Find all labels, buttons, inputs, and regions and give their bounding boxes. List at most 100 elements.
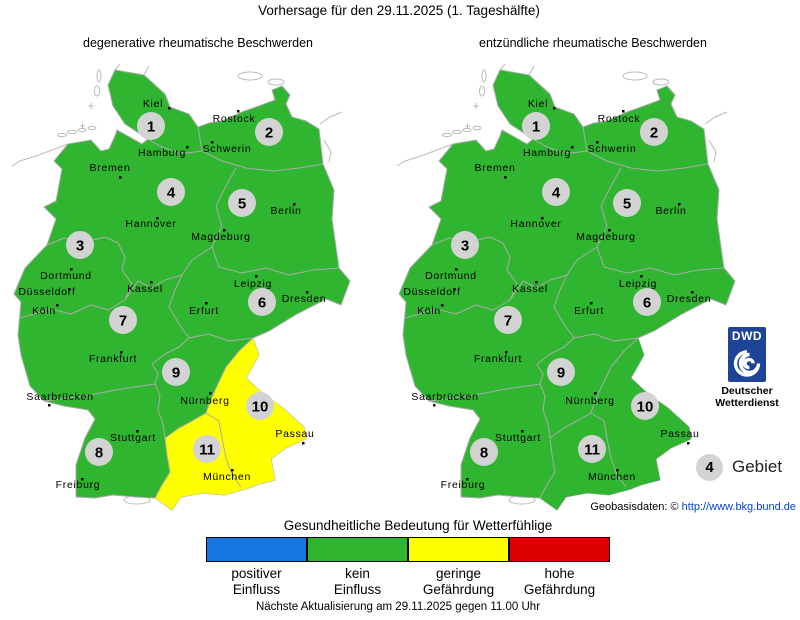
map-entzuendliche: Kiel Rostock Hamburg Schwerin Bremen Hannover…: [395, 62, 745, 514]
city-dot: [56, 304, 59, 307]
region-circle: [255, 118, 283, 146]
city-dot: [505, 351, 508, 354]
city-label: Düsseldorf: [18, 286, 75, 298]
map-subtitle-entzuendliche: entzündliche rheumatische Beschwerden: [479, 36, 707, 50]
region-number: 2: [650, 125, 658, 142]
city-label: Rostock: [213, 113, 256, 125]
region-circle: [522, 112, 550, 140]
city-label: Erfurt: [574, 305, 604, 317]
city-dot: [541, 217, 544, 220]
dwd-caption-line2: Wetterdienst: [715, 397, 779, 409]
legend-label: kein Einfluss: [333, 566, 382, 597]
dwd-logo-text: DWD: [731, 329, 763, 343]
city-label: Frankfurt: [474, 353, 522, 365]
legend-swatch-hohe-gefaehrdung: [509, 537, 610, 562]
dwd-caption-line1: Deutscher: [721, 385, 773, 397]
city-dot: [590, 302, 593, 305]
area-key-number: 4: [705, 459, 714, 476]
city-label: Bremen: [475, 162, 516, 174]
city-label: Kassel: [512, 283, 548, 295]
region-circle: [547, 358, 575, 386]
region-circle: [451, 231, 479, 259]
page-title: Vorhersage für den 29.11.2025 (1. Tagesh…: [258, 3, 540, 18]
city-dot: [640, 275, 643, 278]
legend-swatch-geringe-gefaehrdung: [408, 537, 509, 562]
city-label: Dortmund: [425, 270, 477, 282]
region-circle: [137, 112, 165, 140]
city-label: Freiburg: [56, 479, 101, 491]
city-label: Stuttgart: [495, 432, 541, 444]
city-dot: [231, 469, 234, 472]
attribution: Geobasisdaten: © http://www.bkg.bund.de: [590, 501, 796, 513]
city-dot: [553, 107, 556, 110]
city-dot: [616, 469, 619, 472]
city-dot: [205, 302, 208, 305]
germany-map-svg: Kiel Rostock Hamburg Schwerin Bremen Hannover…: [11, 63, 351, 511]
city-label: Dresden: [667, 293, 712, 305]
legend-labels: positiver Einfluss kein Einfluss geringe…: [206, 566, 610, 597]
city-label: Hannover: [125, 218, 176, 230]
dwd-logo: DWD: [728, 327, 766, 382]
bkg-link[interactable]: http://www.bkg.bund.de: [681, 501, 796, 513]
city-dot: [70, 268, 73, 271]
city-label: Kassel: [127, 283, 163, 295]
region-circle: [162, 358, 190, 386]
region-number: 8: [95, 445, 103, 462]
update-note: Nächste Aktualisierung am 29.11.2025 geg…: [255, 601, 541, 613]
region-number: 11: [584, 442, 600, 459]
city-dot: [433, 404, 436, 407]
region-number: 9: [172, 365, 180, 382]
city-label: Hamburg: [138, 147, 186, 159]
region-circle: [157, 178, 185, 206]
city-label: Hannover: [510, 218, 561, 230]
city-dot: [622, 110, 625, 113]
region-circle: [470, 438, 498, 466]
region-number: 10: [252, 399, 269, 416]
region-circle: [85, 438, 113, 466]
city-label: Leipzig: [619, 278, 657, 290]
region-number: 4: [552, 185, 561, 202]
region-circle: [613, 189, 641, 217]
city-label: Köln: [417, 305, 441, 317]
city-dot: [306, 291, 309, 294]
region-number: 2: [265, 125, 273, 142]
city-dot: [521, 430, 524, 433]
dwd-caption: Deutscher Wetterdienst: [707, 385, 787, 409]
city-dot: [453, 288, 456, 291]
germany-map-svg: Kiel Rostock Hamburg Schwerin Bremen Hannover…: [396, 63, 736, 511]
city-label: Bremen: [90, 162, 131, 174]
region-number: 7: [504, 313, 512, 330]
city-dot: [293, 203, 296, 206]
city-label: Saarbrücken: [26, 391, 93, 403]
city-label: Passau: [275, 428, 314, 440]
region-circle: [246, 392, 274, 420]
city-dot: [466, 478, 469, 481]
legend-label: positiver Einfluss: [231, 566, 282, 597]
city-dot: [168, 107, 171, 110]
region-number: 1: [532, 119, 540, 136]
city-dot: [594, 392, 597, 395]
region-number: 3: [76, 238, 84, 255]
city-label: Frankfurt: [89, 353, 137, 365]
region-circle: [66, 231, 94, 259]
city-dot: [608, 229, 611, 232]
city-label: Schwerin: [203, 143, 252, 155]
city-label: Nürnberg: [565, 395, 614, 407]
city-dot: [535, 281, 538, 284]
region-number: 6: [643, 295, 651, 312]
city-dot: [237, 110, 240, 113]
city-dot: [136, 430, 139, 433]
city-label: Dresden: [282, 293, 327, 305]
map-subtitle-degenerative: degenerative rheumatische Beschwerden: [83, 36, 313, 50]
city-dot: [504, 176, 507, 179]
city-dot: [48, 404, 51, 407]
city-label: Hamburg: [523, 147, 571, 159]
city-label: Stuttgart: [110, 432, 156, 444]
legend-label: geringe Gefährdung: [422, 566, 495, 597]
region-circle: [228, 189, 256, 217]
city-label: Nürnberg: [180, 395, 229, 407]
legend-color-bar: [206, 537, 610, 562]
city-label: München: [588, 471, 636, 483]
city-dot: [596, 141, 599, 144]
